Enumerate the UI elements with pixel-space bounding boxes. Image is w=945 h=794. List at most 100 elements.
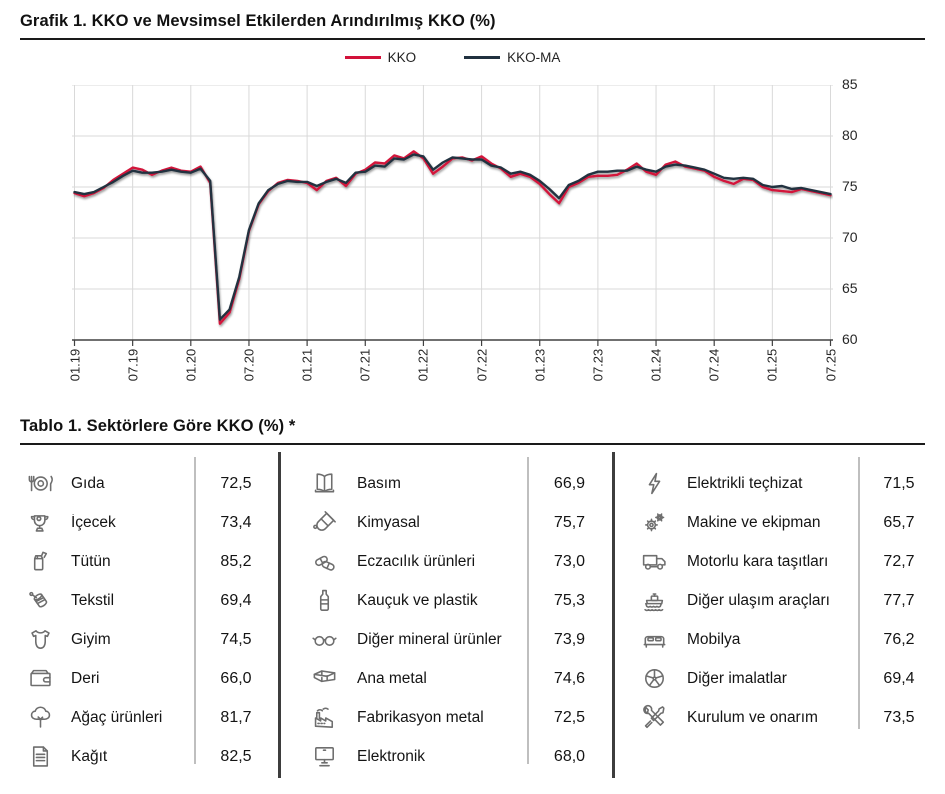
column-divider-dark (612, 452, 615, 778)
steel-beam-icon (300, 663, 348, 695)
wallet-icon (18, 663, 62, 695)
sector-label: Diğer ulaşım araçları (687, 591, 830, 609)
x-axis-tick-label: 01.20 (183, 348, 199, 382)
sector-value: 82,5 (220, 747, 252, 765)
sector-label: Kurulum ve onarım (687, 708, 818, 726)
sector-label: Eczacılık ürünleri (357, 552, 476, 570)
table-title: Tablo 1. Sektörlere Göre KKO (%) * (20, 417, 925, 445)
kko-ma-line-swatch (464, 56, 501, 59)
legend-item-kko: KKO (344, 50, 417, 65)
x-axis-tick-label: 07.21 (357, 348, 373, 382)
table-row: Makine ve ekipman 65,7 (630, 503, 940, 542)
sector-value: 77,7 (883, 591, 915, 609)
table-row: Kimyasal 75,7 (300, 503, 612, 542)
column-divider-dark (278, 452, 281, 778)
column-divider-light (527, 457, 529, 764)
baby-onesie-icon (18, 624, 62, 656)
x-axis-tick-label: 01.25 (764, 348, 780, 382)
legend-label-kko-ma: KKO-MA (507, 50, 561, 65)
sector-label: Makine ve ekipman (687, 513, 821, 531)
sector-value: 72,5 (553, 708, 586, 726)
tools-icon (630, 702, 678, 734)
table-row: Ağaç ürünleri 81,7 (18, 698, 278, 737)
open-book-icon (300, 468, 348, 500)
test-tube-icon (300, 507, 348, 539)
y-axis-tick-label: 85 (842, 76, 858, 92)
table-row: Diğer imalatlar 69,4 (630, 659, 940, 698)
table-row: Tütün 85,2 (18, 542, 278, 581)
table-column-3: Elektrikli teçhizat 71,5 Makine ve ekipma… (630, 456, 940, 737)
y-axis-tick-label: 65 (842, 280, 858, 296)
table-row: Giyim 74,5 (18, 620, 278, 659)
lightning-icon (630, 468, 678, 500)
sector-label: Ana metal (357, 669, 427, 687)
x-axis-tick-label: 01.19 (67, 348, 82, 382)
x-axis-tick-label: 07.24 (706, 348, 722, 382)
table-row: Elektrikli teçhizat 71,5 (630, 464, 940, 503)
sector-value: 75,3 (553, 591, 586, 609)
plate-cutlery-icon (18, 468, 62, 500)
sector-value: 73,9 (553, 630, 586, 648)
legend-label-kko: KKO (387, 50, 417, 65)
table-row: Gıda 72,5 (18, 464, 278, 503)
sector-label: Kağıt (71, 747, 108, 765)
truck-icon (630, 546, 678, 578)
sector-value: 73,0 (553, 552, 586, 570)
sector-label: Tekstil (71, 591, 115, 609)
sector-value: 66,0 (220, 669, 252, 687)
sector-value: 85,2 (220, 552, 252, 570)
table-column-1: Gıda 72,5 İçecek 73,4 Tütün 85,2 Tekstil 69,… (18, 456, 278, 776)
sector-label: Elektronik (357, 747, 426, 765)
sector-value: 75,7 (553, 513, 586, 531)
x-axis-tick-label: 01.21 (299, 348, 315, 382)
document-icon (18, 741, 62, 773)
y-axis-tick-label: 60 (842, 331, 858, 347)
table-row: Deri 66,0 (18, 659, 278, 698)
sector-value: 69,4 (883, 669, 915, 687)
gears-icon (630, 507, 678, 539)
table-row: İçecek 73,4 (18, 503, 278, 542)
monitor-icon (300, 741, 348, 773)
sector-value: 74,5 (220, 630, 252, 648)
chart-title: Grafik 1. KKO ve Mevsimsel Etkilerden Ar… (20, 12, 925, 40)
y-axis-tick-label: 80 (842, 127, 858, 143)
sector-label: Giyim (71, 630, 111, 648)
table-row: Kağıt 82,5 (18, 737, 278, 776)
legend-item-kko-ma: KKO-MA (464, 50, 560, 65)
table-row: Tekstil 69,4 (18, 581, 278, 620)
kko-line-swatch (344, 56, 381, 59)
table-column-2: Basım 66,9 Kimyasal 75,7 Eczacılık ürünler… (300, 456, 612, 776)
sector-value: 69,4 (220, 591, 252, 609)
sector-value: 81,7 (220, 708, 252, 726)
sector-value: 74,6 (553, 669, 586, 687)
sector-label: Gıda (71, 474, 105, 492)
x-axis-tick-label: 01.22 (415, 348, 431, 382)
sector-label: Fabrikasyon metal (357, 708, 484, 726)
sector-label: Basım (357, 474, 401, 492)
chart-legend: KKO KKO-MA (72, 50, 833, 65)
table-row: Eczacılık ürünleri 73,0 (300, 542, 612, 581)
table-row: Diğer ulaşım araçları 77,7 (630, 581, 940, 620)
sector-value: 65,7 (883, 513, 915, 531)
sector-value: 73,4 (220, 513, 252, 531)
sector-label: İçecek (71, 513, 116, 531)
sector-label: Kimyasal (357, 513, 420, 531)
tree-icon (18, 702, 62, 734)
lighter-icon (18, 546, 62, 578)
factory-icon (300, 702, 348, 734)
bottle-icon (300, 585, 348, 617)
table-row: Elektronik 68,0 (300, 737, 612, 776)
sector-value: 72,5 (220, 474, 252, 492)
ship-icon (630, 585, 678, 617)
sector-value: 72,7 (883, 552, 915, 570)
sector-value: 73,5 (883, 708, 915, 726)
table-row: Diğer mineral ürünler 73,9 (300, 620, 612, 659)
sector-label: Ağaç ürünleri (71, 708, 163, 726)
bed-icon (630, 624, 678, 656)
x-axis-tick-label: 01.24 (648, 348, 664, 382)
x-axis-tick-label: 07.20 (241, 348, 257, 382)
sector-label: Mobilya (687, 630, 741, 648)
sector-label: Kauçuk ve plastik (357, 591, 478, 609)
teacup-icon (18, 507, 62, 539)
thread-spool-icon (18, 585, 62, 617)
